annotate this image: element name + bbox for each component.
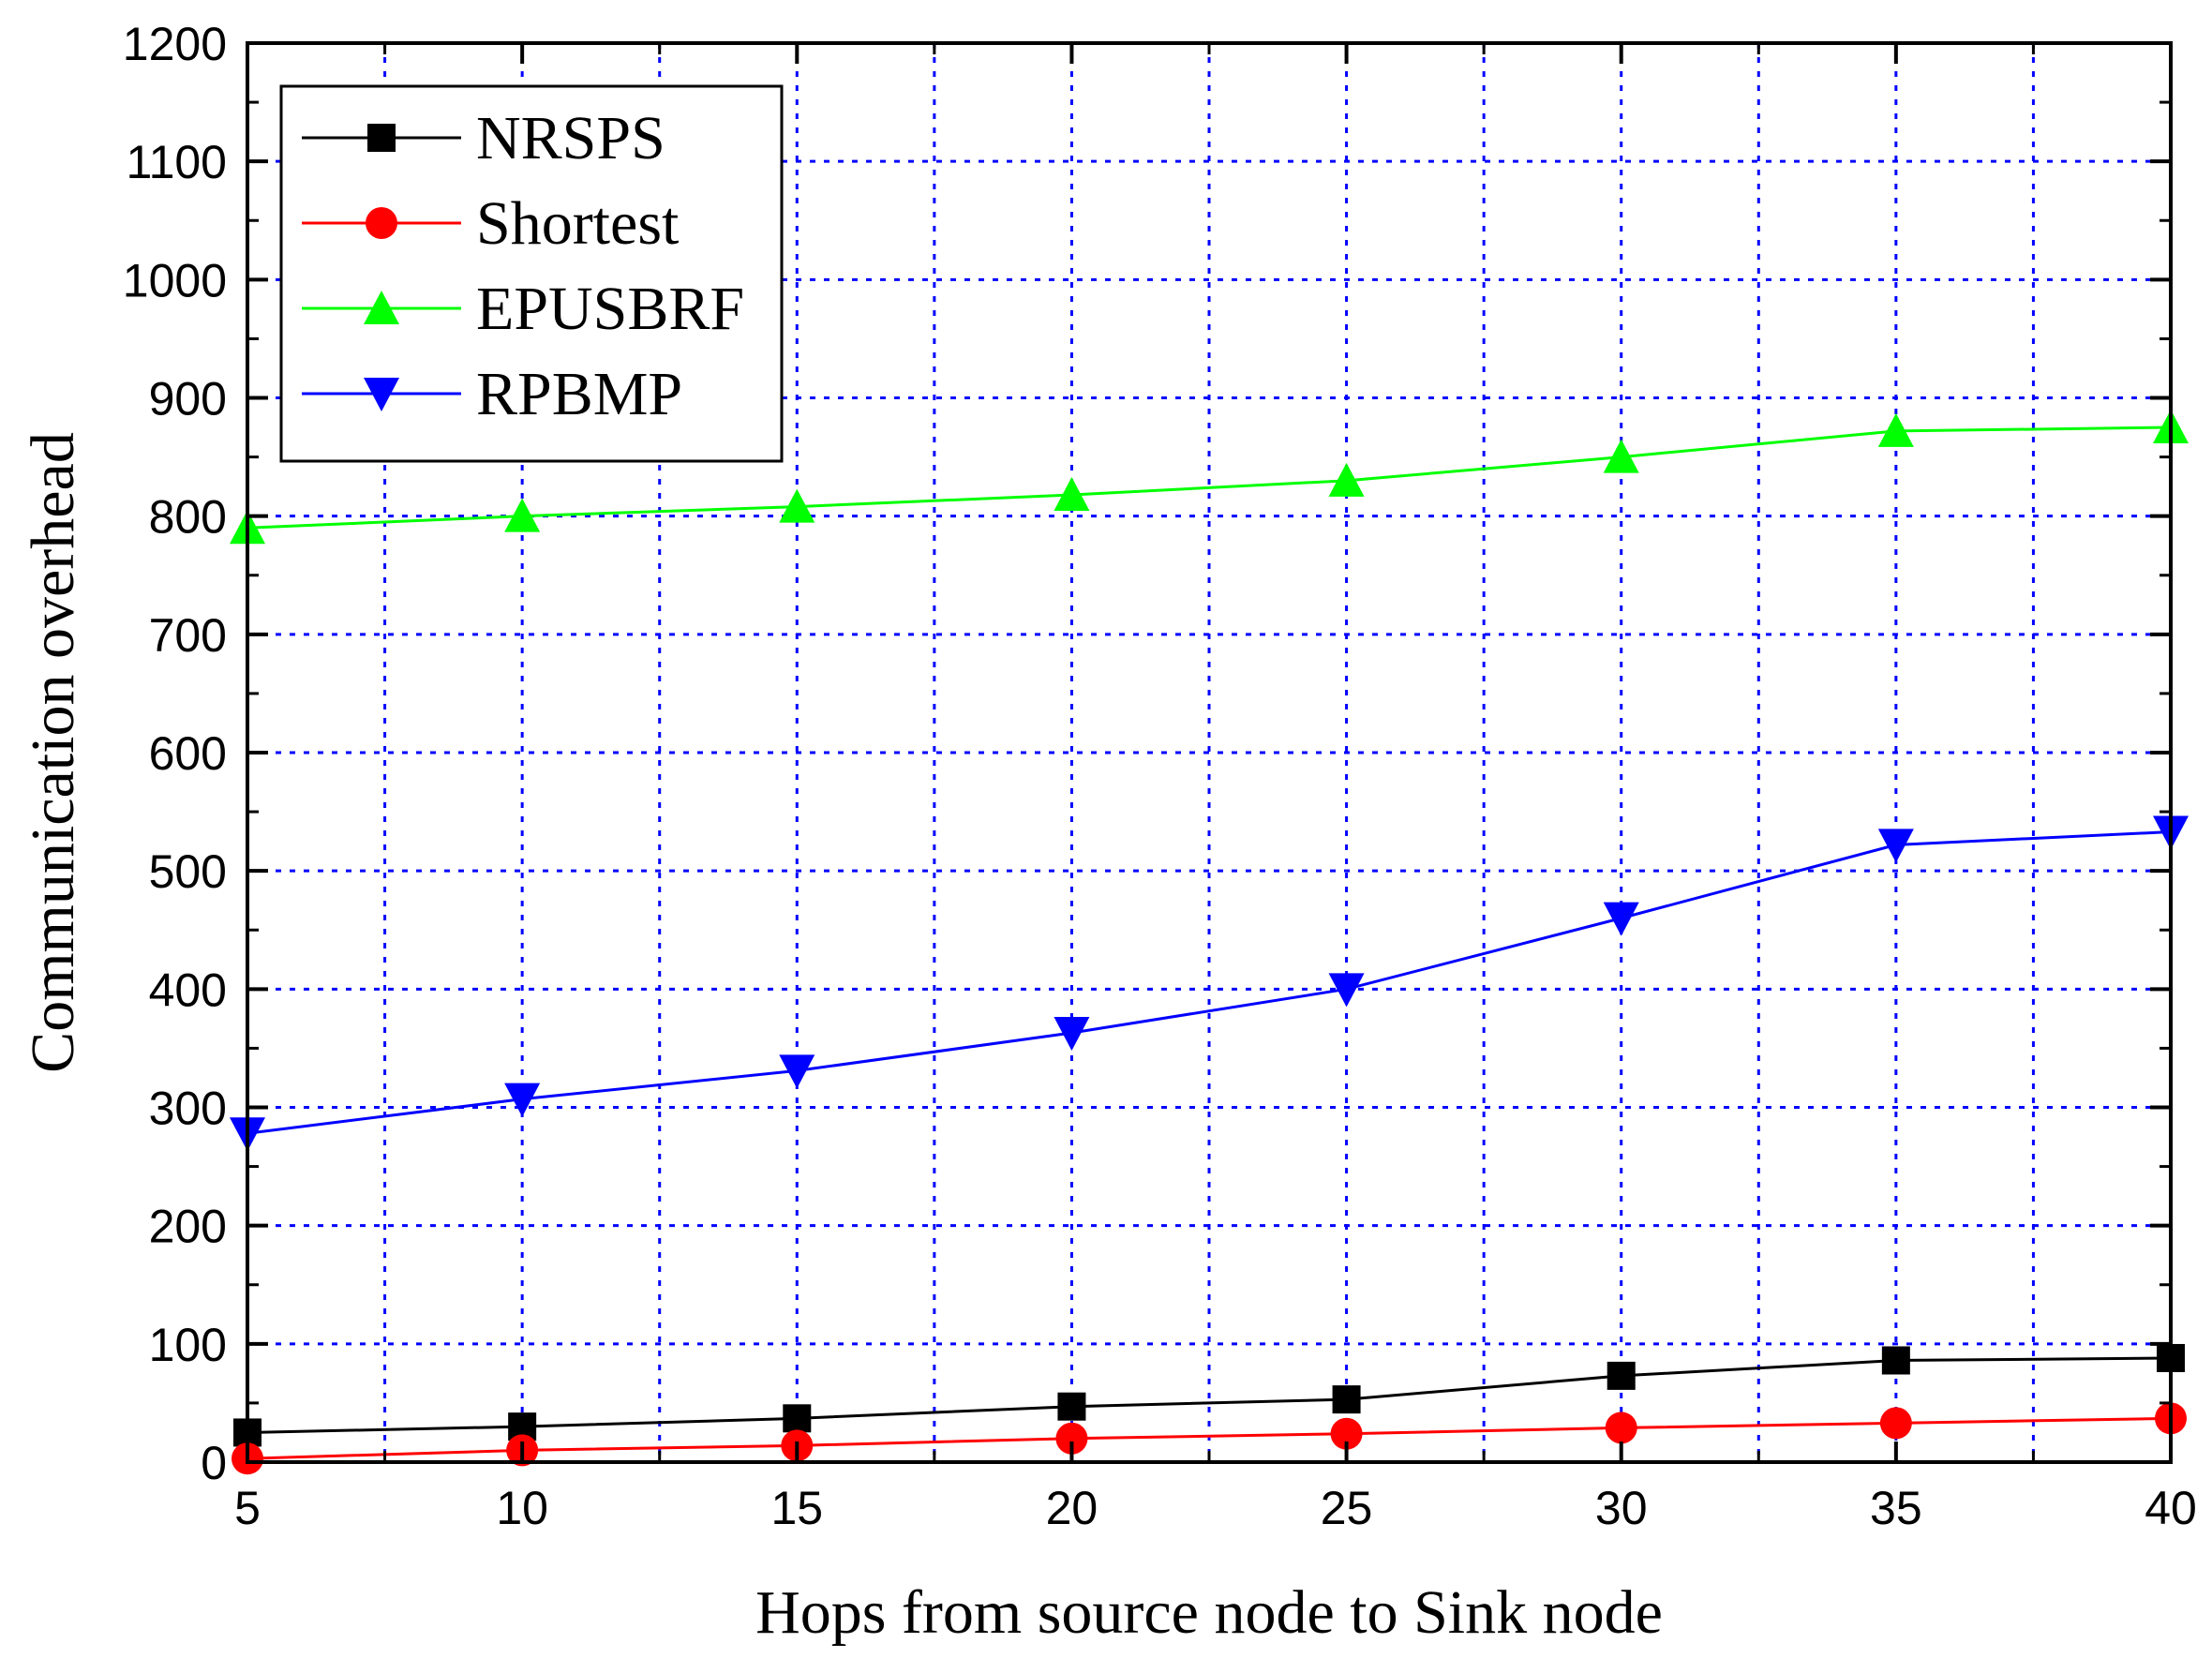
- y-tick-label: 300: [149, 1083, 227, 1135]
- legend-label: Shortest: [476, 189, 679, 258]
- data-point: [504, 1083, 541, 1117]
- y-tick-label: 600: [149, 727, 227, 780]
- y-axis-title: Communication overhead: [19, 432, 87, 1073]
- legend-item: RPBMP: [302, 360, 682, 428]
- x-tick-label: 20: [1046, 1482, 1099, 1534]
- series-line: [247, 830, 2172, 1135]
- legend-item: EPUSBRF: [302, 275, 744, 343]
- y-tick-label: 200: [149, 1201, 227, 1253]
- x-tick-label: 10: [496, 1482, 548, 1534]
- series-line: [247, 426, 2172, 530]
- data-point: [1330, 1417, 1363, 1450]
- legend-marker: [364, 291, 399, 324]
- data-point: [1879, 1407, 1912, 1440]
- data-point: [1328, 973, 1365, 1008]
- x-tick-label: 25: [1321, 1482, 1373, 1534]
- legend-marker: [367, 124, 396, 152]
- legend-box: [279, 84, 784, 463]
- data-point: [779, 488, 815, 523]
- legend-label: RPBMP: [476, 360, 682, 428]
- x-tick-label: 40: [2145, 1482, 2197, 1534]
- series-layer: [230, 410, 2189, 1475]
- series-line: [247, 1416, 2172, 1460]
- data-point: [1054, 476, 1090, 511]
- data-point: [1607, 1361, 1636, 1390]
- legend-item: Shortest: [302, 189, 679, 258]
- data-point: [1605, 1412, 1637, 1444]
- legend-marker: [364, 378, 399, 411]
- data-point: [1603, 902, 1639, 936]
- x-axis-title: Hops from source node to Sink node: [755, 1578, 1663, 1647]
- y-tick-label: 400: [149, 963, 227, 1016]
- legend-label: NRSPS: [476, 104, 665, 172]
- data-point: [1054, 1017, 1090, 1052]
- y-tick-label: 0: [201, 1437, 227, 1489]
- x-tick-label: 30: [1595, 1482, 1648, 1534]
- x-tick-label: 5: [234, 1482, 261, 1534]
- y-tick-label: 500: [149, 845, 227, 898]
- legend-label: EPUSBRF: [476, 275, 744, 343]
- data-point: [783, 1404, 812, 1433]
- x-tick-label: 15: [770, 1482, 823, 1534]
- data-point: [1055, 1422, 1088, 1455]
- grid: [247, 43, 2171, 1462]
- data-point: [1057, 1392, 1086, 1421]
- x-tick-label: 35: [1870, 1482, 1922, 1534]
- axis-ticks: 0 100 200 300 400 500 600 700 800 900 1000 1100 1200…: [123, 18, 2197, 1534]
- series-line: [247, 1356, 2172, 1434]
- y-tick-label: 1000: [123, 254, 227, 306]
- legend-marker: [366, 207, 397, 239]
- y-tick-label: 900: [149, 373, 227, 426]
- y-tick-label: 100: [149, 1319, 227, 1371]
- data-point: [1328, 462, 1365, 497]
- data-point: [1881, 1346, 1910, 1375]
- y-tick-label: 1100: [126, 136, 227, 188]
- data-point: [1603, 439, 1639, 473]
- y-tick-label: 1200: [123, 18, 227, 70]
- data-point: [1877, 412, 1914, 447]
- y-tick-label: 800: [149, 491, 227, 544]
- legend: NRSPS Shortest EPUSBRF RPBMP: [279, 84, 784, 463]
- legend-item: NRSPS: [302, 104, 665, 172]
- y-tick-label: 700: [149, 609, 227, 662]
- data-point: [1332, 1385, 1361, 1414]
- data-point: [779, 1054, 815, 1089]
- data-point: [1877, 829, 1914, 863]
- data-point: [504, 498, 541, 532]
